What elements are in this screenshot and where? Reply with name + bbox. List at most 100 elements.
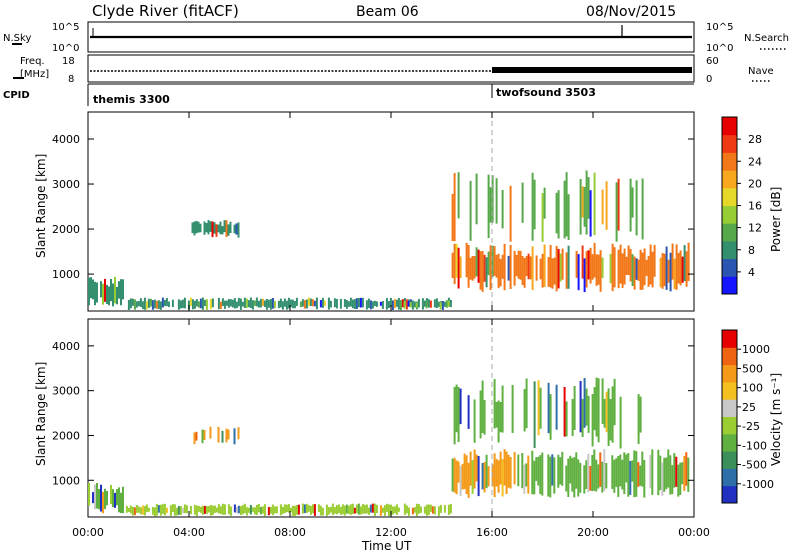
data-cell: [371, 301, 374, 309]
data-cell: [271, 298, 274, 309]
data-cell: [207, 220, 210, 235]
data-cell: [96, 282, 98, 303]
colorbar-cell: [722, 170, 737, 189]
data-cell: [583, 186, 586, 227]
data-cell: [157, 505, 160, 513]
data-cell: [509, 185, 512, 242]
data-cell: [673, 453, 676, 488]
data-cell: [265, 298, 268, 310]
data-cell: [261, 506, 264, 514]
data-cell: [541, 253, 544, 288]
data-cell: [517, 250, 520, 279]
data-cell: [325, 504, 328, 516]
data-cell: [201, 505, 204, 515]
data-cell: [581, 398, 584, 437]
data-cell: [245, 298, 248, 308]
data-cell: [397, 507, 400, 512]
data-cell: [116, 489, 118, 506]
data-cell: [657, 449, 660, 496]
data-cell: [253, 507, 256, 515]
nsearch-label: N.Search: [744, 33, 789, 44]
freq-nave-panel: Freq. [MHz] 18 8 60 0 Nave: [13, 54, 774, 85]
data-cell: [439, 302, 442, 310]
data-cell: [473, 449, 476, 489]
data-cell: [104, 488, 106, 510]
nsearch-tick-top: 10^5: [706, 22, 733, 33]
data-cell: [453, 173, 456, 242]
data-cell: [351, 503, 354, 515]
data-cell: [407, 507, 410, 516]
data-cell: [453, 243, 456, 285]
data-cell: [197, 301, 200, 308]
data-cell: [547, 454, 550, 497]
data-cell: [279, 298, 282, 308]
data-cell: [395, 299, 398, 307]
data-cell: [417, 299, 420, 308]
time-tick-label: 08:00: [274, 526, 306, 539]
data-cell: [539, 387, 542, 429]
data-cell: [373, 300, 376, 307]
data-cell: [203, 221, 206, 235]
data-cell: [479, 251, 482, 290]
data-cell: [487, 466, 490, 487]
data-cell: [627, 245, 630, 275]
data-cell: [471, 460, 474, 494]
y-tick-label: 1000: [52, 268, 80, 281]
cpid-panel: CPID themis 3300 twofsound 3503: [3, 83, 694, 106]
colorbar-tick-label: 1000: [742, 343, 770, 356]
data-cell: [587, 177, 590, 219]
data-cell: [241, 301, 244, 307]
data-cell: [149, 298, 152, 307]
data-cell: [171, 504, 174, 512]
data-cell: [435, 298, 438, 308]
data-cell: [195, 505, 198, 517]
data-cell: [455, 460, 458, 495]
data-cell: [639, 396, 642, 433]
data-cell: [523, 464, 526, 494]
data-cell: [299, 301, 302, 308]
data-cell: [94, 484, 96, 510]
data-cell: [98, 489, 100, 510]
data-cell: [467, 462, 470, 498]
data-cell: [611, 386, 614, 443]
data-cell: [133, 299, 136, 310]
data-cell: [499, 451, 502, 485]
data-cell: [367, 298, 370, 308]
data-cell: [137, 506, 140, 513]
data-cell: [319, 505, 322, 516]
data-cell: [165, 507, 168, 513]
data-cell: [491, 175, 494, 223]
data-cell: [369, 504, 372, 513]
data-cell: [343, 505, 346, 516]
data-cell: [94, 281, 96, 306]
y-tick-label: 2000: [52, 223, 80, 236]
data-cell: [617, 178, 620, 231]
data-cell: [447, 300, 450, 307]
data-cell: [617, 249, 620, 289]
cpid-segment-twofsound: twofsound 3503: [496, 86, 596, 99]
data-cell: [519, 250, 522, 280]
data-cell: [209, 504, 212, 516]
data-cell: [237, 427, 240, 440]
data-cell: [361, 297, 364, 308]
data-cell: [233, 224, 236, 234]
data-cell: [673, 258, 676, 290]
data-cell: [311, 504, 314, 514]
data-cell: [453, 457, 456, 493]
data-cell: [595, 254, 598, 286]
data-cell: [469, 257, 472, 280]
nave-trace: [492, 67, 692, 73]
data-cell: [349, 504, 352, 515]
data-cell: [273, 301, 276, 309]
data-cell: [497, 253, 500, 289]
data-cell: [313, 300, 316, 307]
data-cell: [589, 190, 592, 237]
data-cell: [599, 250, 602, 292]
data-cell: [507, 255, 510, 281]
data-cell: [219, 221, 222, 235]
data-cell: [195, 299, 198, 307]
data-cell: [521, 182, 524, 223]
data-cell: [565, 172, 568, 237]
data-cell: [209, 426, 212, 439]
data-cell: [114, 276, 116, 304]
